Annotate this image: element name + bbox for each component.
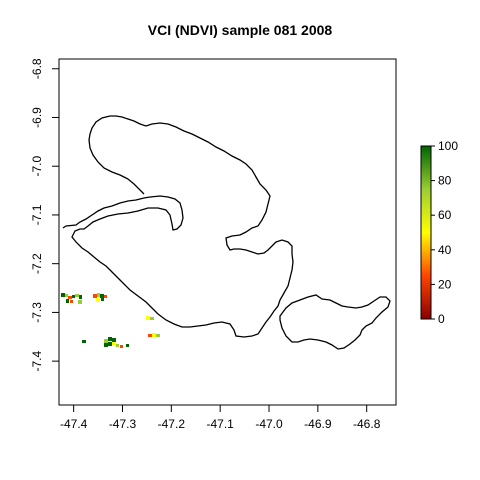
x-tick-label: -47.3 [109, 417, 137, 431]
y-tick-label: -7.1 [30, 204, 44, 225]
legend-tick-label: 0 [438, 312, 445, 326]
y-tick-label: -6.8 [30, 58, 44, 79]
y-tick-label: -7.4 [30, 350, 44, 371]
x-tick-label: -47.0 [255, 417, 283, 431]
legend-tick-label: 20 [438, 277, 452, 291]
legend-color-bar [420, 145, 432, 320]
legend-tick-label: 80 [438, 174, 452, 188]
map-title: VCI (NDVI) sample 081 2008 [147, 22, 333, 38]
legend-tick-label: 60 [438, 208, 452, 222]
legend-tick-label: 40 [438, 243, 452, 257]
legend-tick-label: 100 [438, 139, 458, 153]
vci-raster [61, 293, 160, 348]
y-tick-label: -7.3 [30, 302, 44, 323]
y-tick-label: -7.0 [30, 156, 44, 177]
boundary-outline [62, 115, 294, 338]
boundary-east-arm [279, 294, 391, 350]
x-tick-label: -47.2 [158, 417, 186, 431]
x-axis: -47.4 -47.3 -47.2 -47.1 -47.0 -46.9 -46.8 [60, 405, 381, 431]
y-axis: -6.8 -6.9 -7.0 -7.1 -7.2 -7.3 -7.4 [30, 58, 59, 371]
y-tick-label: -7.2 [30, 253, 44, 274]
x-tick-label: -47.4 [60, 417, 88, 431]
plot-frame [58, 58, 397, 406]
color-legend: 0 20 40 60 80 100 [420, 139, 458, 326]
x-tick-label: -47.1 [206, 417, 234, 431]
y-tick-label: -6.9 [30, 107, 44, 128]
x-tick-label: -46.9 [304, 417, 332, 431]
x-tick-label: -46.8 [353, 417, 381, 431]
